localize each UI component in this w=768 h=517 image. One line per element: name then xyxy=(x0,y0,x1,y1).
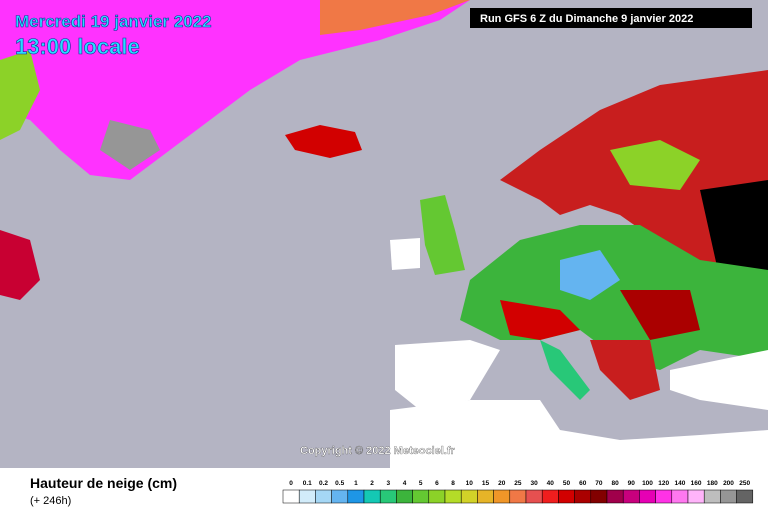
legend-swatch xyxy=(606,489,624,504)
baffin xyxy=(0,50,40,140)
legend-label: 3 xyxy=(386,480,390,487)
italy xyxy=(540,340,590,400)
legend-swatch xyxy=(687,489,705,504)
legend-swatch xyxy=(558,489,575,504)
legend-swatch xyxy=(331,489,349,504)
britain xyxy=(420,195,465,275)
legend-swatch xyxy=(444,489,462,504)
legend-label: 15 xyxy=(482,480,490,487)
legend-label: 160 xyxy=(691,480,702,487)
legend-swatch xyxy=(509,489,527,504)
legend-label: 200 xyxy=(723,480,734,487)
legend-label: 70 xyxy=(595,480,603,487)
run-info: Run GFS 6 Z du Dimanche 9 janvier 2022 xyxy=(480,13,693,25)
legend-swatch xyxy=(412,489,430,504)
legend-swatch xyxy=(282,489,300,504)
legend-label: 8 xyxy=(451,480,455,487)
legend-label: 50 xyxy=(563,480,571,487)
ireland xyxy=(390,238,420,270)
labrador xyxy=(0,230,40,300)
legend-label: 25 xyxy=(514,480,522,487)
legend-label: 2 xyxy=(370,480,374,487)
poland-blue xyxy=(560,250,620,300)
copyright: Copyright © 2022 Meteociel.fr xyxy=(300,445,456,457)
legend-label: 140 xyxy=(674,480,685,487)
date: Mercredi 19 janvier 2022 xyxy=(15,12,212,31)
time: 13:00 locale xyxy=(15,34,140,59)
legend-label: 1 xyxy=(354,480,358,487)
legend-label: 0.2 xyxy=(319,480,328,487)
legend-swatch xyxy=(671,489,689,504)
alps xyxy=(500,300,580,340)
legend-swatch xyxy=(347,489,365,504)
legend-label: 40 xyxy=(547,480,555,487)
legend-swatch xyxy=(460,489,478,504)
legend-label: 20 xyxy=(498,480,506,487)
legend-swatch xyxy=(574,489,592,504)
legend-swatch xyxy=(541,489,559,504)
legend-label: 180 xyxy=(707,480,718,487)
no-data-east xyxy=(700,180,768,280)
legend-swatch xyxy=(477,489,494,504)
legend-swatch xyxy=(298,489,316,504)
balkans xyxy=(590,340,660,400)
legend-swatch xyxy=(639,489,656,504)
legend-label: 60 xyxy=(579,480,587,487)
legend-swatch xyxy=(396,489,413,504)
legend-label: 0.1 xyxy=(303,480,312,487)
greenland-east xyxy=(320,0,470,35)
greenland-high xyxy=(100,120,160,170)
run-box xyxy=(470,8,752,28)
legend-label: 0.5 xyxy=(335,480,344,487)
legend-swatch xyxy=(736,489,754,504)
legend-title: Hauteur de neige (cm) xyxy=(30,475,177,491)
legend-swatch xyxy=(703,489,721,504)
legend-swatch xyxy=(525,489,543,504)
legend-label: 10 xyxy=(466,480,474,487)
legend-label: 100 xyxy=(642,480,653,487)
legend-label: 30 xyxy=(530,480,538,487)
legend-label: 4 xyxy=(403,480,407,487)
legend-swatch xyxy=(428,489,446,504)
legend-label: 90 xyxy=(628,480,636,487)
legend-swatch xyxy=(315,489,332,504)
legend-label: 6 xyxy=(435,480,439,487)
legend-label: 5 xyxy=(419,480,423,487)
legend-label: 0 xyxy=(289,480,293,487)
africa xyxy=(390,400,768,468)
legend-label: 80 xyxy=(611,480,619,487)
carpathians xyxy=(620,290,700,340)
turkey xyxy=(670,350,768,410)
legend-swatch xyxy=(720,489,737,504)
legend-swatch xyxy=(622,489,640,504)
legend-swatch xyxy=(493,489,511,504)
legend-swatch xyxy=(363,489,381,504)
legend-label: 120 xyxy=(658,480,669,487)
iceland xyxy=(285,125,362,158)
legend-swatch xyxy=(655,489,673,504)
legend-swatch xyxy=(379,489,397,504)
legend-label: 250 xyxy=(739,480,750,487)
iberia xyxy=(395,340,500,410)
legend-swatch xyxy=(590,489,608,504)
legend-subtitle: (+ 246h) xyxy=(30,495,71,507)
finland-green xyxy=(610,140,700,190)
